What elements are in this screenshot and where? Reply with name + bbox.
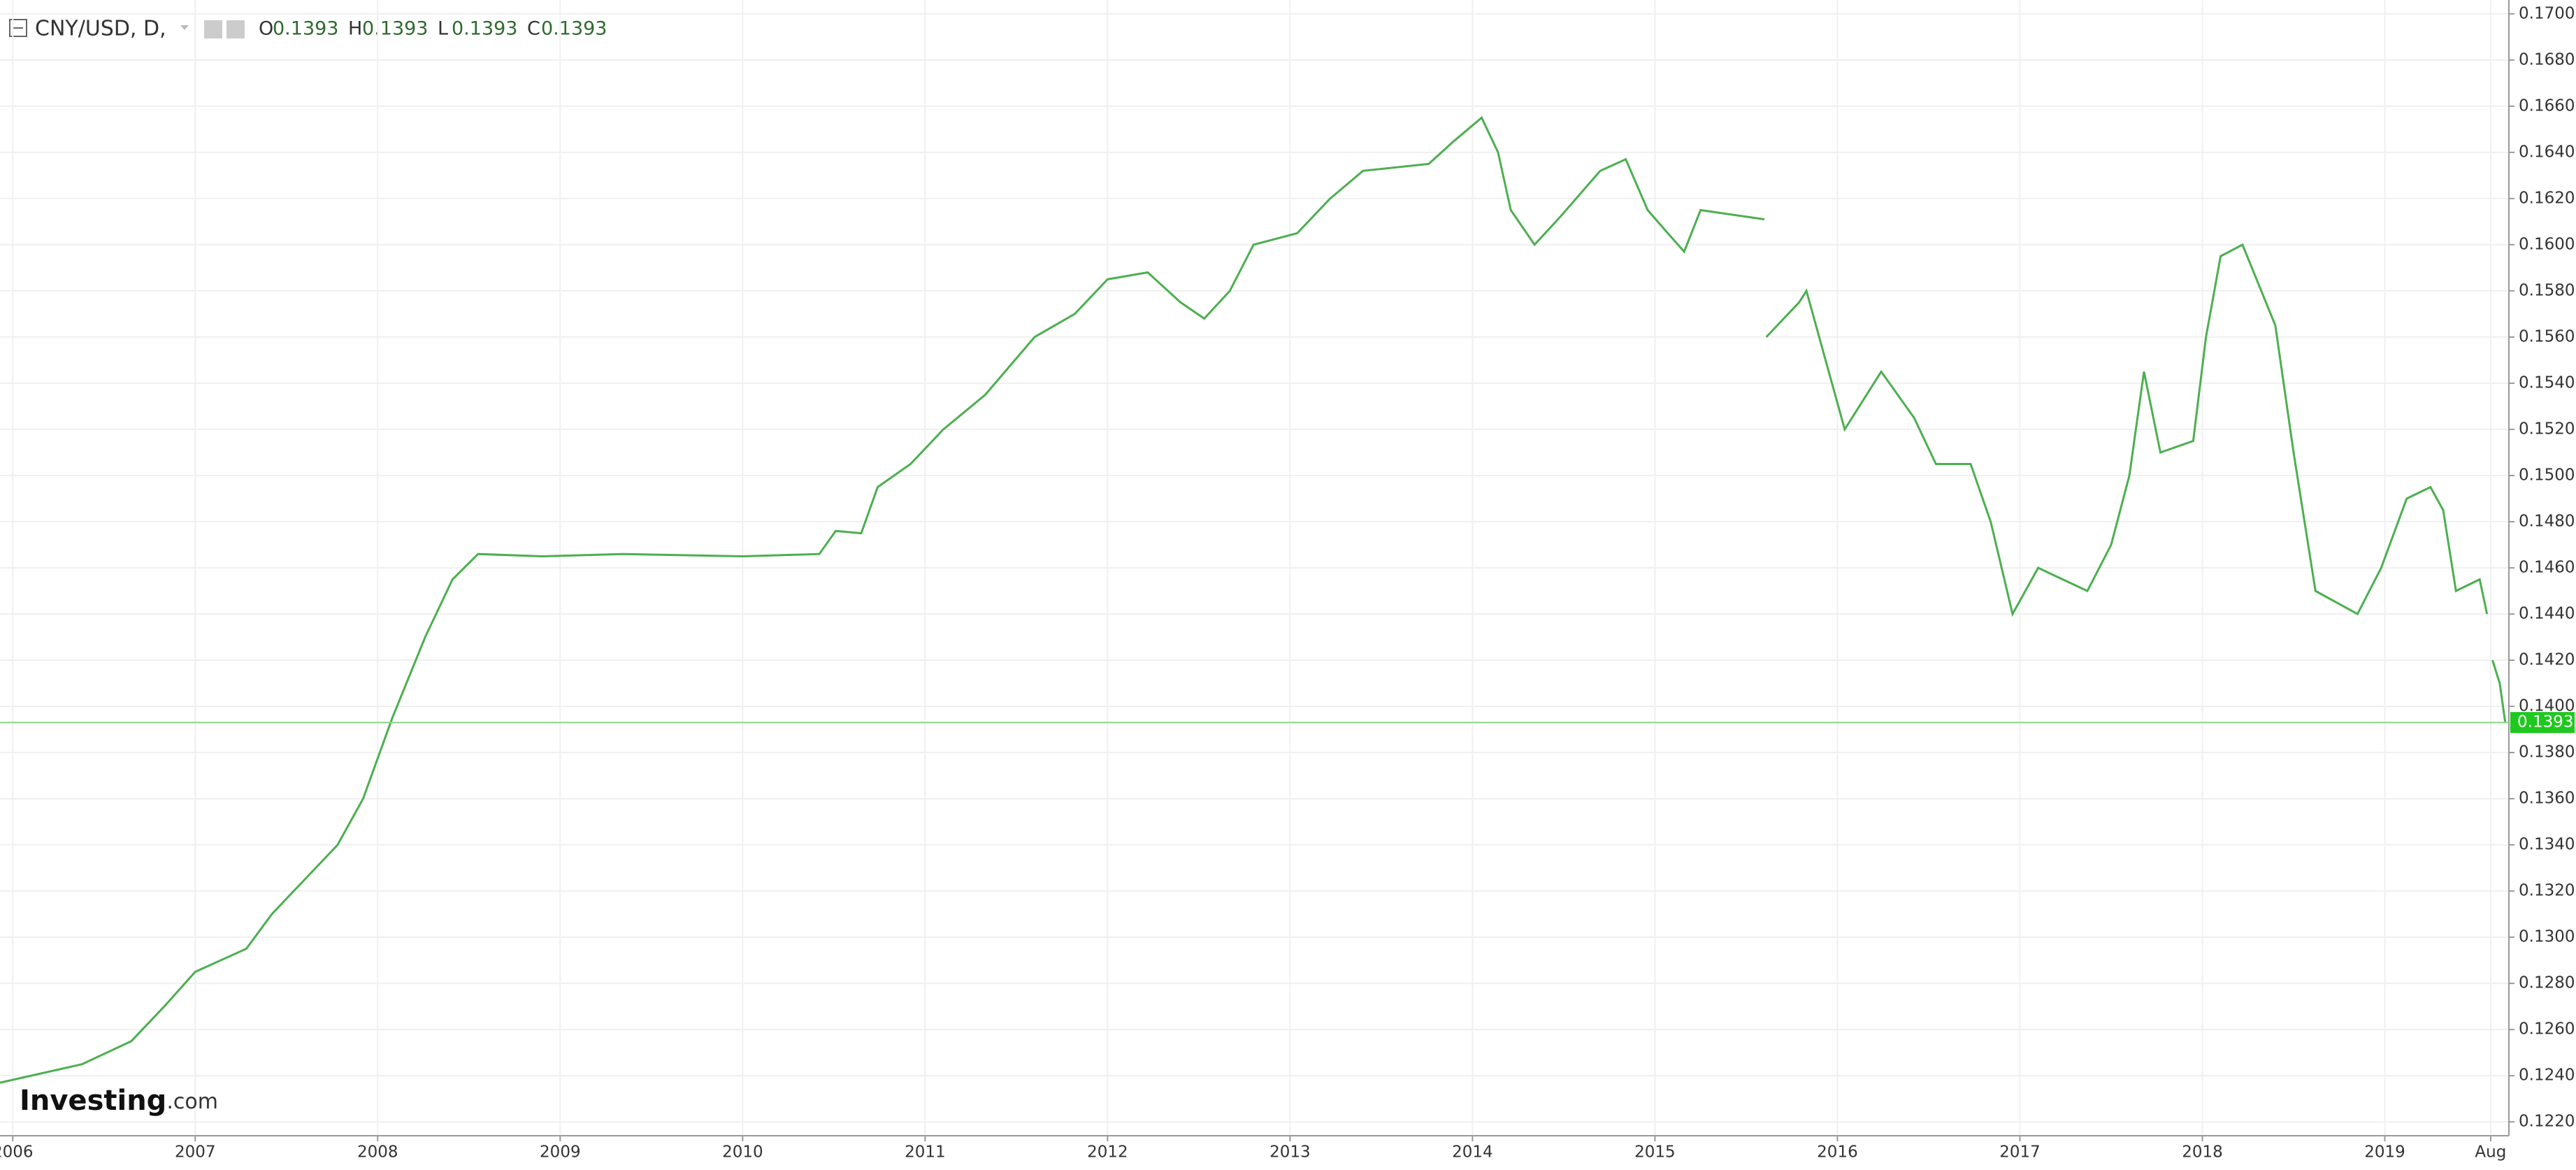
x-tick-label: 2013 <box>1269 1143 1311 1162</box>
logo: Investing.com <box>20 1085 218 1117</box>
ohlc-value: 0.1393 <box>273 18 338 40</box>
y-tick-label: 0.1660 <box>2519 97 2575 115</box>
y-tick-label: 0.1640 <box>2519 143 2575 161</box>
y-tick-label: 0.1700 <box>2519 4 2575 22</box>
y-tick-label: 0.1440 <box>2519 605 2575 623</box>
y-tick-label: 0.1680 <box>2519 50 2575 69</box>
x-tick-label: 2006 <box>0 1143 34 1162</box>
settings-icon[interactable] <box>226 20 245 38</box>
logo-brand: Investing <box>20 1085 166 1117</box>
x-tick-label: 2007 <box>175 1143 216 1162</box>
logo-suffix: .com <box>166 1090 218 1114</box>
y-tick-label: 0.1340 <box>2519 836 2575 854</box>
last-price-label: 0.1393 <box>2517 713 2573 732</box>
y-tick-label: 0.1320 <box>2519 882 2575 900</box>
ohlc-label: C <box>527 18 540 40</box>
y-tick-label: 0.1260 <box>2519 1020 2575 1039</box>
y-tick-label: 0.1580 <box>2519 281 2575 299</box>
ohlc-label: H <box>348 18 362 40</box>
last-price-badge <box>2510 712 2575 734</box>
y-tick-label: 0.1280 <box>2519 974 2575 992</box>
y-tick-label: 0.1360 <box>2519 790 2575 808</box>
x-tick-label: 2010 <box>722 1143 763 1162</box>
ohlc-value: 0.1393 <box>452 18 517 40</box>
price-line <box>0 115 2507 1084</box>
y-tick-label: 0.1500 <box>2519 466 2575 484</box>
x-tick-label: 2009 <box>540 1143 581 1162</box>
y-tick-label: 0.1380 <box>2519 743 2575 762</box>
symbol-title: CNY/USD, D, <box>35 17 166 41</box>
y-tick-label: 0.1600 <box>2519 235 2575 253</box>
y-tick-label: 0.1220 <box>2519 1113 2575 1131</box>
ohlc-label: L <box>438 18 448 40</box>
x-tick-label: 2012 <box>1087 1143 1128 1162</box>
x-tick-label: 2018 <box>2182 1143 2223 1162</box>
x-tick-label: 2008 <box>357 1143 398 1162</box>
x-tick-label: 2015 <box>1634 1143 1676 1162</box>
y-tick-label: 0.1520 <box>2519 420 2575 438</box>
x-tick-label: 2019 <box>2364 1143 2405 1162</box>
x-tick-label: Aug <box>2475 1143 2506 1162</box>
y-tick-label: 0.1480 <box>2519 512 2575 530</box>
x-tick-label: 2011 <box>905 1143 946 1162</box>
y-tick-label: 0.1620 <box>2519 189 2575 207</box>
x-tick-label: 2016 <box>1817 1143 1858 1162</box>
collapse-icon[interactable] <box>9 19 27 37</box>
y-tick-label: 0.1540 <box>2519 373 2575 392</box>
y-tick-label: 0.1460 <box>2519 559 2575 577</box>
settings-icon[interactable] <box>204 20 222 38</box>
y-tick-label: 0.1560 <box>2519 327 2575 345</box>
y-tick-label: 0.1300 <box>2519 928 2575 946</box>
dropdown-arrow[interactable] <box>180 25 189 30</box>
ohlc-value: 0.1393 <box>362 18 428 40</box>
ohlc-label: O <box>259 18 273 40</box>
ohlc-value: 0.1393 <box>541 18 607 40</box>
y-tick-label: 0.1420 <box>2519 651 2575 669</box>
y-tick-label: 0.1240 <box>2519 1066 2575 1085</box>
ohlc-readout: O0.1393 H 0.1393 L 0.1393 C 0.1393 <box>259 18 607 40</box>
x-tick-label: 2017 <box>1999 1143 2041 1162</box>
x-tick-label: 2014 <box>1452 1143 1493 1162</box>
